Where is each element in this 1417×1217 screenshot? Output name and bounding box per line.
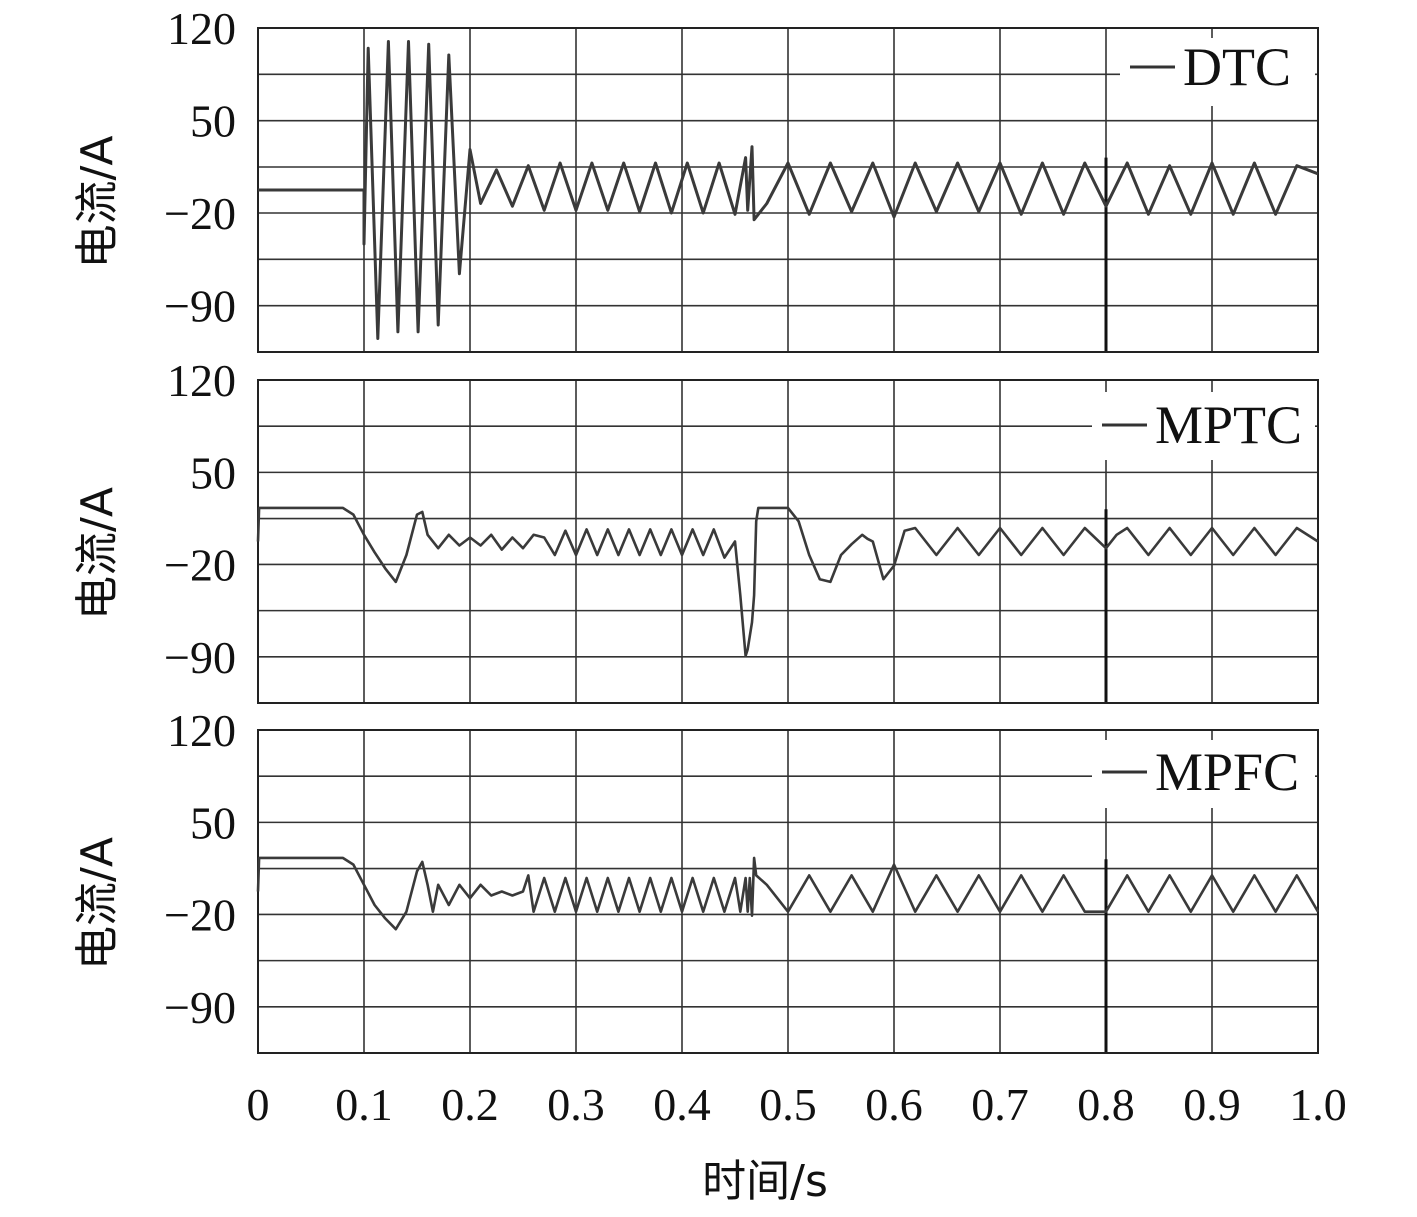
y-tick-label: −90 [164, 281, 236, 332]
x-tick-label: 0.8 [1077, 1079, 1135, 1130]
x-axis-label: 时间/s [702, 1156, 828, 1207]
legend-label: MPTC [1155, 395, 1302, 455]
x-tick-label: 0.4 [653, 1079, 711, 1130]
legend-label: MPFC [1155, 742, 1299, 802]
legend: DTC [1120, 37, 1315, 106]
y-tick-label: −20 [164, 889, 236, 940]
y-tick-label: −90 [164, 982, 236, 1033]
x-tick-label: 0.6 [865, 1079, 923, 1130]
series-line-mptc [256, 506, 1319, 658]
x-tick-label: 0.5 [759, 1079, 817, 1130]
x-tick-label: 0.3 [547, 1079, 605, 1130]
legend-box [1120, 38, 1315, 106]
panel-mptc: 120 50 −20 −90 电流/A MPTC [72, 355, 1319, 704]
y-tick-label: 120 [167, 355, 236, 406]
x-tick-label: 0.2 [441, 1079, 499, 1130]
legend-label: DTC [1183, 37, 1291, 97]
y-tick-label: 120 [167, 3, 236, 54]
y-tick-label: 120 [167, 705, 236, 756]
panel-dtc: 120 50 −20 −90 电流/A DTC [72, 3, 1319, 353]
legend: MPFC [1092, 740, 1315, 808]
x-tick-label: 0 [247, 1079, 270, 1130]
y-tick-label: 50 [190, 447, 236, 498]
x-tick-label: 0.1 [335, 1079, 393, 1130]
y-axis-label: 电流/A [72, 136, 123, 269]
series-line-mpfc [256, 856, 1320, 931]
x-tick-label: 1.0 [1289, 1079, 1347, 1130]
y-tick-label: −90 [164, 632, 236, 683]
y-axis-label: 电流/A [72, 837, 123, 970]
y-axis-label: 电流/A [72, 487, 123, 620]
y-tick-label: −20 [164, 539, 236, 590]
x-tick-label: 0.7 [971, 1079, 1029, 1130]
y-tick-label: −20 [164, 188, 236, 239]
legend: MPTC [1092, 392, 1315, 460]
panel-mpfc: 120 50 −20 −90 电流/A MPFC [72, 705, 1320, 1054]
y-tick-label: 50 [190, 797, 236, 848]
x-tick-label: 0.9 [1183, 1079, 1241, 1130]
legend-box [1092, 740, 1315, 808]
y-tick-label: 50 [190, 96, 236, 147]
series-line-dtc [258, 40, 1319, 340]
